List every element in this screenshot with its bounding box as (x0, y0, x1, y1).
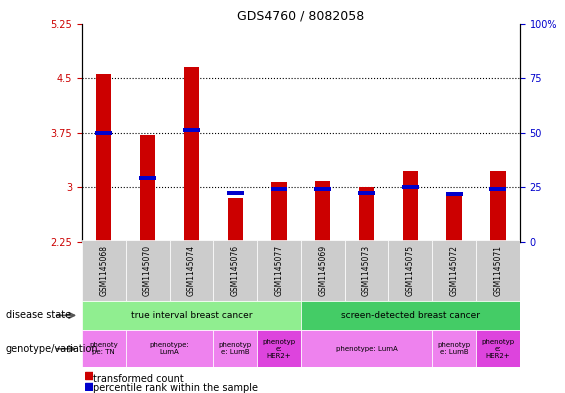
Bar (432, 330, 476, 367)
Bar (271, 182, 286, 242)
Text: percentile rank within the sample: percentile rank within the sample (93, 383, 258, 393)
Bar (227, 191, 244, 195)
Bar (476, 240, 520, 301)
Bar (139, 176, 156, 180)
Bar (85, 373, 93, 379)
Text: screen-detected breast cancer: screen-detected breast cancer (341, 311, 480, 320)
Text: phenotyp
e: LumB: phenotyp e: LumB (219, 342, 252, 355)
Text: GSM1145072: GSM1145072 (450, 245, 459, 296)
Bar (358, 191, 375, 195)
Bar (184, 67, 199, 242)
Bar (446, 196, 462, 242)
Bar (432, 240, 476, 301)
Bar (402, 185, 419, 189)
Bar (170, 240, 214, 301)
Bar (95, 130, 112, 135)
Bar (125, 330, 214, 367)
Bar (490, 171, 506, 242)
Bar (257, 240, 301, 301)
Bar (214, 330, 257, 367)
Bar (125, 240, 170, 301)
Bar (257, 330, 301, 367)
Title: GDS4760 / 8082058: GDS4760 / 8082058 (237, 9, 364, 22)
Bar (446, 193, 463, 196)
Text: phenotyp
e:
HER2+: phenotyp e: HER2+ (481, 339, 515, 359)
Text: phenotype:
LumA: phenotype: LumA (150, 342, 189, 355)
Bar (271, 187, 288, 191)
Bar (389, 240, 432, 301)
Bar (345, 240, 389, 301)
Text: GSM1145070: GSM1145070 (143, 244, 152, 296)
Bar (301, 240, 345, 301)
Text: phenotyp
e:
HER2+: phenotyp e: HER2+ (262, 339, 295, 359)
Text: GSM1145073: GSM1145073 (362, 244, 371, 296)
Bar (85, 383, 93, 390)
Bar (359, 187, 374, 242)
Text: phenotyp
e: LumB: phenotyp e: LumB (437, 342, 471, 355)
Bar (403, 171, 418, 242)
Bar (140, 135, 155, 242)
Text: phenoty
pe: TN: phenoty pe: TN (89, 342, 118, 355)
Text: GSM1145071: GSM1145071 (493, 245, 502, 296)
Text: GSM1145077: GSM1145077 (275, 244, 284, 296)
Text: GSM1145075: GSM1145075 (406, 244, 415, 296)
Text: GSM1145076: GSM1145076 (231, 244, 240, 296)
Bar (301, 330, 432, 367)
Text: phenotype: LumA: phenotype: LumA (336, 346, 397, 352)
Text: genotype/variation: genotype/variation (6, 344, 98, 354)
Bar (301, 301, 520, 330)
Bar (183, 129, 200, 132)
Bar (314, 187, 331, 191)
Text: true interval breast cancer: true interval breast cancer (131, 311, 252, 320)
Text: GSM1145069: GSM1145069 (318, 244, 327, 296)
Text: GSM1145074: GSM1145074 (187, 244, 196, 296)
Bar (82, 240, 125, 301)
Bar (82, 330, 125, 367)
Bar (228, 198, 243, 242)
Text: disease state: disease state (6, 310, 71, 320)
Bar (82, 301, 301, 330)
Text: transformed count: transformed count (93, 374, 184, 384)
Bar (489, 187, 506, 191)
Bar (315, 181, 331, 242)
Bar (476, 330, 520, 367)
Bar (214, 240, 257, 301)
Text: GSM1145068: GSM1145068 (99, 245, 108, 296)
Bar (96, 74, 111, 242)
